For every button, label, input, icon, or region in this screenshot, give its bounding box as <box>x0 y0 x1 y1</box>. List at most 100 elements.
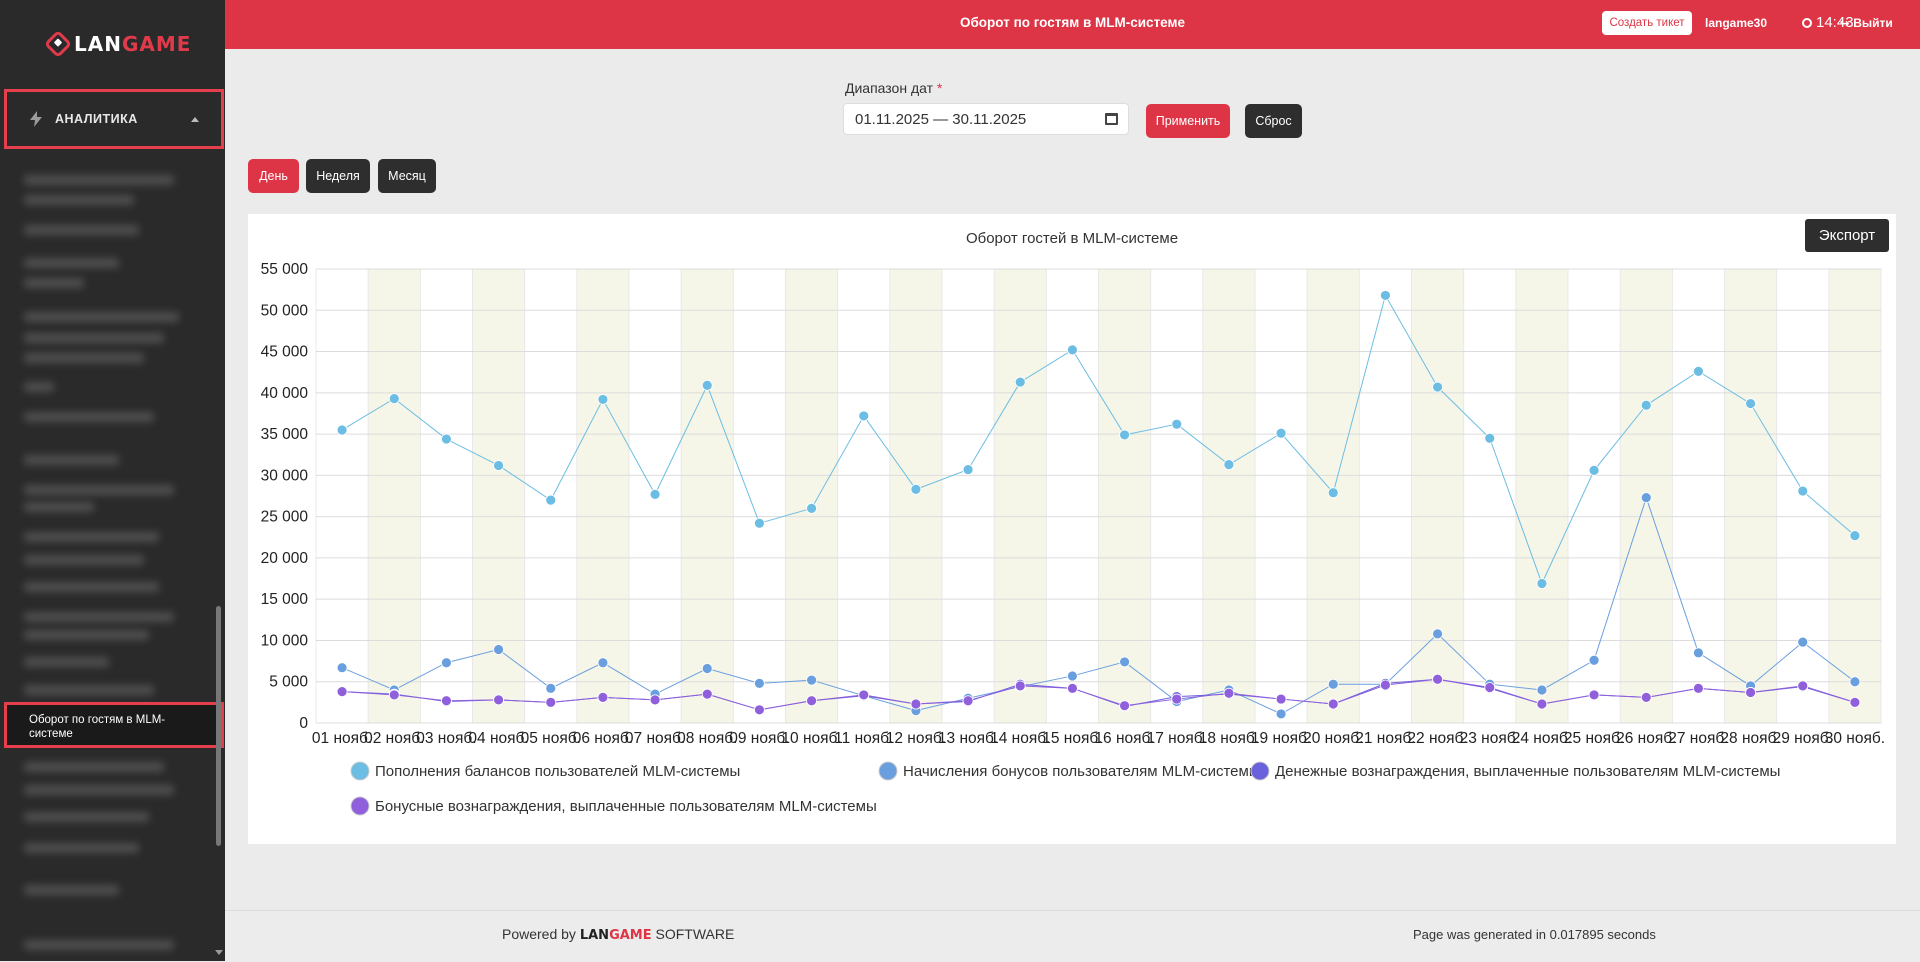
sidebar-item-blurred[interactable] <box>24 278 84 288</box>
sidebar-item-blurred[interactable] <box>24 333 164 343</box>
legend-label: Начисления бонусов пользователям MLM-сис… <box>903 763 1260 780</box>
sidebar-item-blurred[interactable] <box>24 225 139 235</box>
x-tick-label: 01 нояб. <box>312 730 372 747</box>
sidebar-section-analytics[interactable]: АНАЛИТИКА <box>4 89 224 149</box>
date-range-field[interactable] <box>843 103 1129 135</box>
sidebar-item-blurred[interactable] <box>24 175 174 185</box>
data-point <box>649 488 661 500</box>
generation-time: Page was generated in 0.017895 seconds <box>1413 927 1656 942</box>
apply-button[interactable]: Применить <box>1146 104 1230 138</box>
plot-band <box>1828 269 1881 723</box>
period-week-button[interactable]: Неделя <box>306 159 370 193</box>
chevron-up-icon <box>191 117 199 122</box>
sidebar-item-blurred[interactable] <box>24 382 54 392</box>
export-button[interactable]: Экспорт <box>1805 219 1889 252</box>
sidebar-item-blurred[interactable] <box>24 762 164 772</box>
data-point <box>1432 673 1443 685</box>
data-point <box>701 379 713 391</box>
data-point <box>1693 365 1704 377</box>
data-point <box>388 393 400 404</box>
data-point <box>1223 687 1235 699</box>
data-point <box>1432 628 1443 640</box>
plot-band <box>1724 269 1777 723</box>
create-ticket-button[interactable]: Создать тикет <box>1602 11 1692 35</box>
data-point <box>910 698 922 710</box>
app-logo[interactable]: LANGAME <box>43 29 191 59</box>
sidebar-item-blurred[interactable] <box>24 353 144 363</box>
sidebar-scrollbar[interactable] <box>216 606 221 846</box>
data-point <box>1640 692 1652 703</box>
sidebar-item-blurred[interactable] <box>24 455 119 465</box>
data-point <box>597 692 609 703</box>
legend-label: Денежные вознаграждения, выплаченные пол… <box>1275 763 1780 780</box>
sidebar-item-blurred[interactable] <box>24 812 149 822</box>
date-range-label-text: Диапазон дат <box>845 80 934 96</box>
data-point <box>545 696 557 708</box>
sidebar-item-blurred[interactable] <box>24 532 159 542</box>
y-tick-label: 50 000 <box>261 302 309 319</box>
sidebar-item-blurred[interactable] <box>24 843 139 853</box>
series-line <box>342 678 1856 711</box>
scroll-down-icon[interactable] <box>215 950 223 955</box>
plot-band <box>1515 269 1568 723</box>
sidebar-item-mlm-guest-turnover[interactable]: Оборот по гостям в MLM-системе <box>4 702 224 748</box>
sidebar-item-blurred[interactable] <box>24 485 174 495</box>
x-tick-label: 15 нояб. <box>1042 730 1102 747</box>
logo-icon <box>43 29 73 59</box>
sidebar-item-blurred[interactable] <box>24 258 119 268</box>
x-tick-label: 05 нояб. <box>521 730 581 747</box>
x-tick-label: 10 нояб. <box>781 730 841 747</box>
sidebar-item-blurred[interactable] <box>24 502 94 512</box>
data-point <box>754 517 765 529</box>
sidebar-item-blurred[interactable] <box>24 685 154 695</box>
sidebar-item-blurred[interactable] <box>24 312 179 322</box>
sidebar-item-blurred[interactable] <box>24 555 144 565</box>
sidebar-item-blurred[interactable] <box>24 412 154 422</box>
user-name[interactable]: langame30 <box>1705 16 1768 30</box>
x-tick-label: 02 нояб. <box>364 730 424 747</box>
calendar-icon[interactable] <box>1105 113 1118 125</box>
data-point <box>1693 682 1704 694</box>
data-point <box>962 464 974 475</box>
sidebar-item-blurred[interactable] <box>24 612 174 622</box>
plot-band <box>785 269 838 723</box>
x-tick-label: 13 нояб. <box>938 730 998 747</box>
legend-swatch <box>350 761 370 781</box>
sidebar-item-blurred[interactable] <box>24 657 109 667</box>
logo-text-prefix: LAN <box>74 32 122 56</box>
legend-swatch <box>878 761 898 781</box>
date-range-label: Диапазон дат * <box>845 80 942 96</box>
sidebar-item-blurred[interactable] <box>24 630 149 640</box>
data-point <box>701 688 713 700</box>
sidebar-item-blurred[interactable] <box>24 785 174 795</box>
sidebar-item-blurred[interactable] <box>24 940 174 950</box>
data-point <box>597 657 609 669</box>
sidebar-item-blurred[interactable] <box>24 582 159 592</box>
data-point <box>1849 696 1861 708</box>
reset-button[interactable]: Сброс <box>1245 104 1302 138</box>
data-point <box>493 644 504 655</box>
period-month-button[interactable]: Месяц <box>378 159 436 193</box>
clock-icon <box>1802 17 1812 28</box>
y-tick-label: 30 000 <box>261 467 309 484</box>
data-point <box>1223 459 1235 471</box>
data-point <box>1849 530 1861 542</box>
x-tick-label: 06 нояб. <box>573 730 633 747</box>
sidebar-item-blurred[interactable] <box>24 885 119 895</box>
data-point <box>962 695 974 707</box>
date-range-input[interactable] <box>844 104 1095 134</box>
x-tick-label: 07 нояб. <box>625 730 685 747</box>
series-line <box>341 496 1856 715</box>
data-point <box>1432 381 1443 393</box>
data-point <box>545 494 557 506</box>
sidebar-item-blurred[interactable] <box>24 195 134 205</box>
data-point <box>1745 687 1756 698</box>
bolt-icon <box>30 111 42 127</box>
logout-link[interactable]: ↪ Выйти <box>1840 16 1893 30</box>
data-point <box>1014 680 1026 692</box>
period-day-button[interactable]: День <box>248 159 299 193</box>
x-tick-label: 18 нояб. <box>1199 730 1259 747</box>
data-point <box>754 677 765 689</box>
x-tick-label: 04 нояб. <box>468 730 528 747</box>
data-point <box>1849 676 1861 688</box>
